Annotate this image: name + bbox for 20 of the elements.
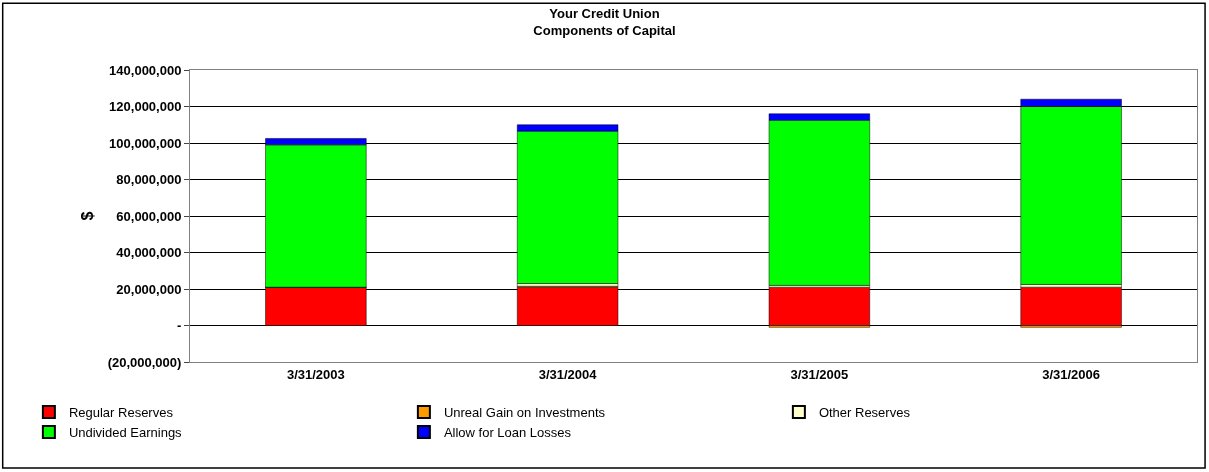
- x-tick-label: 3/31/2004: [538, 366, 598, 382]
- legend-label: Allow for Loan Losses: [443, 424, 572, 440]
- legend-label: Unreal Gain on Investments: [443, 405, 606, 421]
- y-tick-label: 60,000,000: [116, 208, 182, 224]
- y-tick-label: 140,000,000: [109, 62, 182, 78]
- legend-label: Other Reserves: [818, 405, 911, 421]
- y-tick-label: 120,000,000: [109, 99, 182, 115]
- chart-title: Your Credit Union Components of Capital: [533, 5, 676, 38]
- y-tick-label: (20,000,000): [107, 354, 182, 370]
- legend-label: Undivided Earnings: [68, 424, 183, 440]
- y-tick-label: 100,000,000: [109, 135, 182, 151]
- y-tick-label: -: [177, 318, 182, 334]
- x-tick-label: 3/31/2006: [1042, 366, 1101, 382]
- y-tick-label: 80,000,000: [116, 172, 182, 188]
- y-tick-label: 20,000,000: [116, 281, 182, 297]
- legend-label: Regular Reserves: [68, 405, 174, 421]
- x-tick-label: 3/31/2005: [790, 366, 849, 382]
- y-tick-label: 40,000,000: [116, 245, 182, 261]
- x-tick-label: 3/31/2003: [286, 366, 345, 382]
- y-axis-title: $: [78, 211, 96, 221]
